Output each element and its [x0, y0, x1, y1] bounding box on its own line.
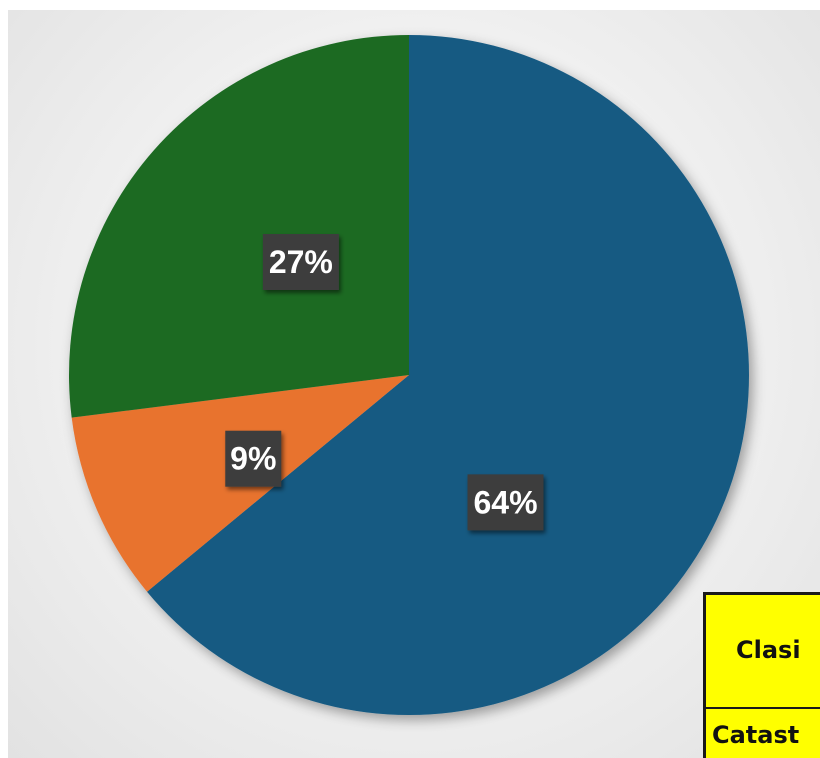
- slice-label: 9%: [225, 430, 282, 487]
- slice-label-box: [262, 234, 339, 291]
- svg-text:9%: 9%: [230, 441, 276, 477]
- pie-slice: [68, 34, 409, 418]
- pie-chart: 64% 9% 27%: [68, 34, 749, 715]
- slice-label-box: [225, 430, 282, 487]
- table-row: Catast: [706, 707, 820, 758]
- slice-label-box: [467, 474, 544, 531]
- table-header-cell: Clasi: [736, 636, 801, 664]
- slice-label: 27%: [262, 234, 339, 291]
- pie-slice: [147, 35, 749, 715]
- svg-text:27%: 27%: [269, 244, 333, 280]
- svg-text:64%: 64%: [473, 484, 537, 520]
- slice-label: 64%: [467, 474, 544, 531]
- data-table: Clasi Catast: [703, 592, 820, 758]
- chart-area: 64% 9% 27%: [8, 10, 820, 758]
